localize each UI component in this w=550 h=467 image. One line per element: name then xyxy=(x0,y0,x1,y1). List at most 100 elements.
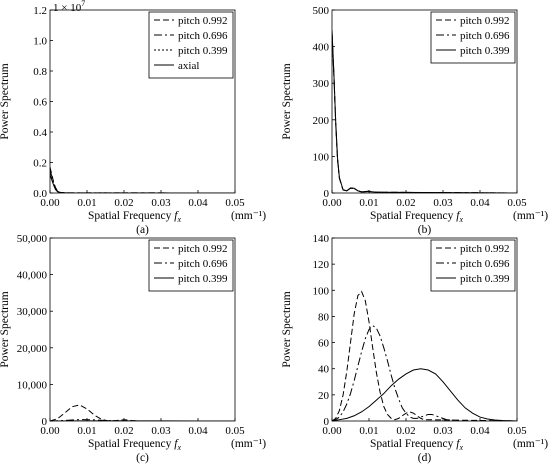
x-axis-label-subscript: x xyxy=(458,215,463,224)
legend-label: pitch 0.992 xyxy=(460,15,510,27)
x-tick-label: 0.02 xyxy=(114,197,133,209)
x-tick-label: 0.04 xyxy=(188,425,208,437)
legend-label: pitch 0.696 xyxy=(460,258,510,270)
y-tick-label: 0.4 xyxy=(33,127,47,139)
x-axis-label-symbol: f xyxy=(174,210,179,222)
legend-label: pitch 0.399 xyxy=(460,45,510,57)
chart-panel-b: 0.00 0.01 0.02 0.03 0.04 0.05 0 100 200 300 400 500… xyxy=(281,5,548,236)
x-tick-label: 0.00 xyxy=(40,197,60,209)
x-tick-label: 0.01 xyxy=(359,425,378,437)
x-tick-label: 0.01 xyxy=(77,197,96,209)
y-tick-label: 80 xyxy=(318,311,330,323)
series-line-1 xyxy=(332,324,517,421)
y-multiplier: 1 × 107 xyxy=(53,0,85,14)
series-line-1 xyxy=(50,419,235,421)
y-tick-label: 100 xyxy=(313,151,330,163)
x-tick-label: 0.03 xyxy=(433,425,453,437)
x-axis-label-symbol: f xyxy=(174,438,179,450)
x-axis-unit: (mm⁻¹) xyxy=(513,438,548,450)
x-tick-label: 0.01 xyxy=(359,197,378,209)
y-tick-label: 0 xyxy=(324,188,330,200)
y-axis-label: Power Spectrum xyxy=(0,63,11,139)
y-tick-label: 140 xyxy=(313,233,330,245)
y-tick-label: 40,000 xyxy=(17,270,48,282)
x-axis-label: Spatial Frequency fx xyxy=(88,438,181,452)
y-tick-label: 10,000 xyxy=(17,379,48,391)
chart-panel-c: 0.00 0.01 0.02 0.03 0.04 0.05 0 10,000 20,000 30,… xyxy=(0,233,266,464)
x-tick-label: 0.01 xyxy=(77,425,96,437)
x-axis-label-text: Spatial Frequency xyxy=(88,210,174,222)
y-axis-label: Power Spectrum xyxy=(281,291,293,367)
legend-label: axial xyxy=(178,60,199,72)
x-axis-label: Spatial Frequency fx xyxy=(370,438,463,452)
y-tick-label: 0 xyxy=(324,416,330,428)
series-line-1 xyxy=(50,169,235,193)
legend-label: pitch 0.696 xyxy=(178,258,228,270)
legend-label: pitch 0.992 xyxy=(178,15,228,27)
y-tick-label: 0 xyxy=(42,416,48,428)
x-tick-label: 0.05 xyxy=(507,197,527,209)
legend-box xyxy=(148,11,234,79)
series-line-2 xyxy=(332,30,517,193)
y-tick-label: 0.2 xyxy=(33,158,47,170)
legend-label: pitch 0.992 xyxy=(178,243,228,255)
panel-caption: (c) xyxy=(136,452,149,464)
series-line-0 xyxy=(50,404,235,421)
series-line-2 xyxy=(50,173,235,193)
y-tick-label: 0.0 xyxy=(33,188,47,200)
x-tick-label: 0.03 xyxy=(433,197,453,209)
x-tick-label: 0.05 xyxy=(225,425,245,437)
x-tick-label: 0.00 xyxy=(40,425,60,437)
x-axis-label-text: Spatial Frequency xyxy=(88,438,174,450)
y-tick-label: 400 xyxy=(313,42,330,54)
y-tick-label: 120 xyxy=(313,259,330,271)
y-tick-label: 20,000 xyxy=(17,343,48,355)
x-axis-label-text: Spatial Frequency xyxy=(370,210,456,222)
x-axis-label-subscript: x xyxy=(176,443,181,452)
x-axis-unit: (mm⁻¹) xyxy=(513,210,548,222)
x-tick-label: 0.04 xyxy=(470,425,490,437)
series-line-3 xyxy=(50,174,235,193)
y-axis-label: Power Spectrum xyxy=(0,291,11,367)
y-tick-label: 0.8 xyxy=(33,66,47,78)
legend-label: pitch 0.696 xyxy=(460,30,510,42)
y-tick-label: 20 xyxy=(318,390,330,402)
x-tick-label: 0.00 xyxy=(322,425,342,437)
legend-label: pitch 0.992 xyxy=(460,243,510,255)
x-axis-label: Spatial Frequency fx xyxy=(370,210,463,224)
y-tick-label: 200 xyxy=(313,115,330,127)
x-axis-label-symbol: f xyxy=(456,438,461,450)
x-tick-label: 0.00 xyxy=(322,197,342,209)
y-tick-label: 60 xyxy=(318,338,330,350)
y-tick-label: 100 xyxy=(313,285,330,297)
x-axis-unit: (mm⁻¹) xyxy=(231,438,266,450)
x-tick-label: 0.03 xyxy=(151,425,171,437)
chart-panel-d: 0.00 0.01 0.02 0.03 0.04 0.05 0 20 40 60 80 100 120 1… xyxy=(281,233,548,464)
x-axis-label: Spatial Frequency fx xyxy=(88,210,181,224)
x-tick-label: 0.04 xyxy=(188,197,208,209)
plot-frame xyxy=(331,237,518,422)
series-line-0 xyxy=(332,290,517,421)
x-tick-label: 0.05 xyxy=(225,197,245,209)
y-tick-label: 0.6 xyxy=(33,97,47,109)
panel-caption: (b) xyxy=(418,224,432,236)
x-tick-label: 0.03 xyxy=(151,197,171,209)
x-tick-label: 0.02 xyxy=(114,425,133,437)
y-tick-label: 1.2 xyxy=(33,5,47,17)
panel-caption: (a) xyxy=(136,224,149,236)
legend-label: pitch 0.399 xyxy=(178,273,228,285)
series-line-0 xyxy=(50,166,235,193)
chart-panel-a: 0.00 0.01 0.02 0.03 0.04 0.05 0.0 0.2 0.4 0.6 0.8 1… xyxy=(0,0,266,236)
panel-caption: (d) xyxy=(418,452,432,464)
y-tick-label: 40 xyxy=(318,364,330,376)
x-axis-label-symbol: f xyxy=(456,210,461,222)
series-line-2 xyxy=(332,368,517,421)
x-tick-label: 0.02 xyxy=(396,197,415,209)
legend-box xyxy=(430,239,516,292)
y-axis-label: Power Spectrum xyxy=(281,63,293,139)
y-tick-label: 30,000 xyxy=(17,306,48,318)
x-tick-label: 0.05 xyxy=(507,425,527,437)
x-axis-label-subscript: x xyxy=(176,215,181,224)
y-tick-label: 500 xyxy=(313,5,330,17)
